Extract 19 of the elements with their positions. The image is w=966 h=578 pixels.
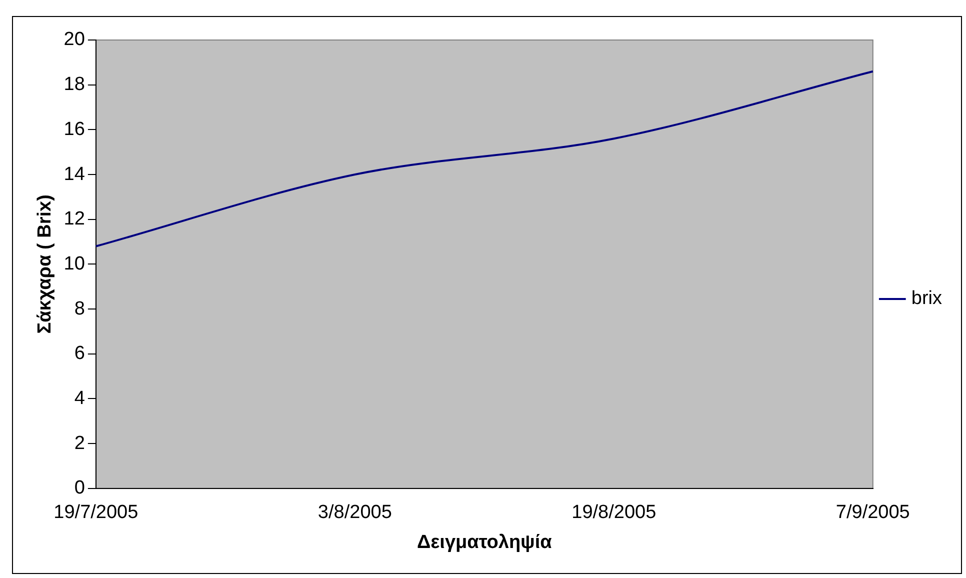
y-tick-label: 6 bbox=[74, 343, 85, 364]
y-tick-label: 16 bbox=[64, 118, 85, 140]
y-tick-label: 10 bbox=[64, 253, 85, 274]
x-tick-label: 3/8/2005 bbox=[318, 502, 392, 524]
x-tick-label: 19/7/2005 bbox=[54, 502, 138, 524]
y-tick-label: 20 bbox=[64, 29, 85, 50]
y-tick-label: 4 bbox=[74, 388, 86, 409]
y-tick-label: 18 bbox=[64, 74, 85, 96]
y-tick-label: 12 bbox=[64, 208, 85, 230]
y-axis-title: Σάκχαρα ( Brix) bbox=[34, 194, 56, 334]
x-axis-title: Δειγματοληψία bbox=[416, 532, 552, 553]
y-tick-label: 8 bbox=[74, 298, 85, 320]
y-tick-label: 2 bbox=[74, 432, 85, 454]
line-series bbox=[94, 70, 874, 248]
legend-label: brix bbox=[911, 288, 942, 310]
y-tick-label: 14 bbox=[64, 164, 86, 185]
x-tick-label: 19/8/2005 bbox=[572, 502, 656, 524]
x-tick-label: 7/9/2005 bbox=[836, 502, 910, 524]
y-tick-label: 0 bbox=[74, 478, 85, 499]
